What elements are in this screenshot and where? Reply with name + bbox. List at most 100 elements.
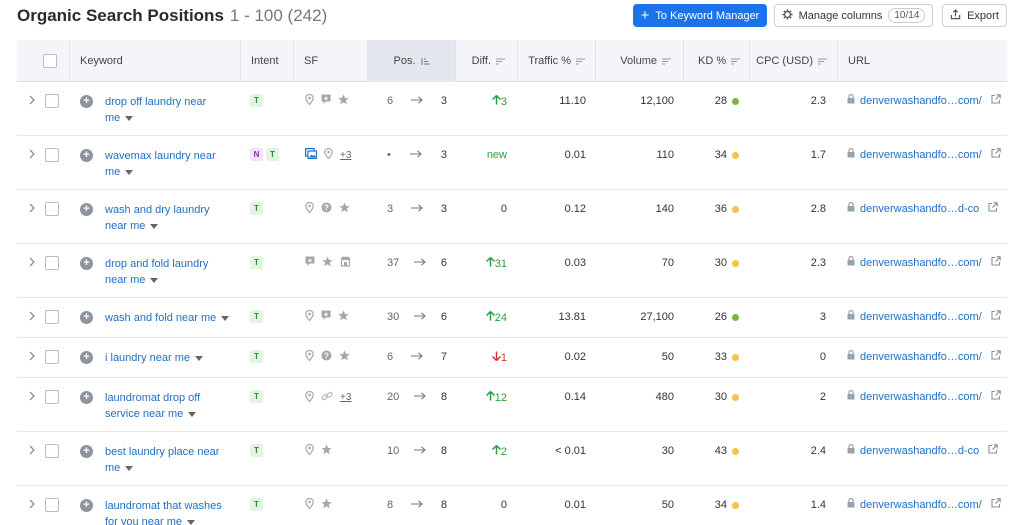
table-row[interactable]: + laundromat that washes for you near me T 8…: [17, 486, 1007, 525]
keyword-manager-label: To Keyword Manager: [655, 9, 760, 22]
table-row[interactable]: + wavemax laundry near me N T +3 • 3 new 0.01 110 3…: [17, 136, 1007, 190]
manage-columns-button[interactable]: Manage columns 10/14: [774, 4, 933, 27]
external-link-icon[interactable]: [991, 148, 1001, 161]
column-pos[interactable]: Pos.: [367, 40, 455, 82]
row-checkbox[interactable]: [45, 444, 59, 458]
keyword-link[interactable]: laundromat that washes for you near me: [105, 498, 233, 525]
keyword-link[interactable]: wash and fold near me: [105, 310, 233, 326]
column-sf[interactable]: SF: [293, 40, 367, 82]
keyword-line1: laundromat that washes: [105, 500, 222, 512]
url-link[interactable]: denverwashandfo…com/: [860, 390, 982, 403]
column-cpc[interactable]: CPC (USD): [749, 40, 837, 82]
table-row[interactable]: + wash and dry laundry near me T? 3 3 0 0.12 140…: [17, 190, 1007, 244]
external-link-icon[interactable]: [991, 498, 1001, 511]
external-link-icon[interactable]: [991, 390, 1001, 403]
chevron-right-icon[interactable]: [29, 498, 35, 512]
row-checkbox[interactable]: [45, 310, 59, 324]
table-row[interactable]: + drop and fold laundry near me T 37 6 31 0.03 7…: [17, 244, 1007, 298]
keyword-link[interactable]: drop and fold laundry near me: [105, 256, 233, 288]
select-all-checkbox[interactable]: [43, 54, 57, 68]
arrow-up-icon: [491, 94, 501, 108]
external-link-icon[interactable]: [991, 350, 1001, 363]
external-link-icon[interactable]: [991, 310, 1001, 323]
column-keyword[interactable]: Keyword: [69, 40, 240, 82]
add-keyword-icon[interactable]: +: [80, 95, 93, 108]
table-row[interactable]: + drop off laundry near me T 6 3 3 11.10 12,100 2…: [17, 82, 1007, 136]
chevron-down-icon[interactable]: [188, 411, 197, 417]
column-volume[interactable]: Volume: [595, 40, 683, 82]
url-link[interactable]: denverwashandfo…com/: [860, 310, 982, 323]
intent-badge: N: [250, 148, 263, 161]
column-traffic[interactable]: Traffic %: [517, 40, 595, 82]
column-intent[interactable]: Intent: [240, 40, 293, 82]
chevron-right-icon[interactable]: [29, 256, 35, 270]
keyword-link[interactable]: wash and dry laundry near me: [105, 202, 233, 234]
url-link[interactable]: denverwashandfo…com/: [860, 498, 982, 511]
row-checkbox[interactable]: [45, 390, 59, 404]
chevron-right-icon[interactable]: [29, 202, 35, 216]
sf-more-link[interactable]: +3: [340, 149, 352, 161]
kd-cell: 26: [685, 311, 739, 323]
url-link[interactable]: denverwashandfo…com/: [860, 148, 982, 161]
chevron-right-icon[interactable]: [29, 350, 35, 364]
url-link[interactable]: denverwashandfo…com/: [860, 350, 982, 363]
pos-from: 37: [387, 257, 400, 269]
keyword-link[interactable]: i laundry near me: [105, 350, 233, 366]
table-row[interactable]: + wash and fold near me T 30 6 24 13.81 27,100 2…: [17, 298, 1007, 338]
keyword-link[interactable]: laundromat drop off service near me: [105, 390, 233, 422]
add-keyword-icon[interactable]: +: [80, 351, 93, 364]
url-link[interactable]: denverwashandfo…com/: [860, 256, 982, 269]
url-link[interactable]: denverwashandfo…d-co: [860, 202, 980, 215]
row-checkbox[interactable]: [45, 350, 59, 364]
pin-icon: [324, 147, 333, 162]
add-keyword-icon[interactable]: +: [80, 203, 93, 216]
chevron-down-icon[interactable]: [125, 169, 134, 175]
row-checkbox[interactable]: [45, 94, 59, 108]
kd-value: 34: [714, 499, 727, 511]
chevron-down-icon[interactable]: [125, 115, 134, 121]
export-button[interactable]: Export: [942, 4, 1007, 27]
keyword-line1: wash and dry laundry: [105, 204, 210, 216]
row-checkbox[interactable]: [45, 202, 59, 216]
chevron-right-icon[interactable]: [29, 390, 35, 404]
sf-more-link[interactable]: +3: [340, 392, 352, 403]
row-checkbox[interactable]: [45, 148, 59, 162]
keyword-link[interactable]: drop off laundry near me: [105, 94, 233, 126]
column-diff[interactable]: Diff.: [455, 40, 517, 82]
chevron-down-icon[interactable]: [150, 277, 159, 283]
table-row[interactable]: + best laundry place near me T 10 8 2 < 0.01 30 4…: [17, 432, 1007, 486]
chevron-right-icon[interactable]: [29, 148, 35, 162]
chevron-down-icon[interactable]: [221, 315, 230, 321]
arrow-right-icon: [411, 351, 423, 363]
column-kd[interactable]: KD %: [683, 40, 749, 82]
volume-value: 50: [661, 351, 674, 363]
external-link-icon[interactable]: [988, 444, 998, 457]
chevron-down-icon[interactable]: [125, 465, 134, 471]
chevron-right-icon[interactable]: [29, 94, 35, 108]
add-keyword-icon[interactable]: +: [80, 445, 93, 458]
url-link[interactable]: denverwashandfo…d-co: [860, 444, 980, 457]
chevron-down-icon[interactable]: [187, 519, 196, 525]
chevron-down-icon[interactable]: [150, 223, 159, 229]
chevron-right-icon[interactable]: [29, 310, 35, 324]
chevron-right-icon[interactable]: [29, 444, 35, 458]
column-url[interactable]: URL: [837, 40, 1007, 82]
add-keyword-icon[interactable]: +: [80, 391, 93, 404]
external-link-icon[interactable]: [991, 94, 1001, 107]
url-link[interactable]: denverwashandfo…com/: [860, 94, 982, 107]
keyword-link[interactable]: best laundry place near me: [105, 444, 233, 476]
table-row[interactable]: + laundromat drop off service near me T +3 20…: [17, 378, 1007, 432]
page-header: Organic Search Positions 1 - 100 (242) + …: [17, 0, 1012, 36]
table-row[interactable]: + i laundry near me T? 6 7 1 0.02 50 33 0 denverwa…: [17, 338, 1007, 378]
add-keyword-icon[interactable]: +: [80, 311, 93, 324]
external-link-icon[interactable]: [988, 202, 998, 215]
add-keyword-icon[interactable]: +: [80, 149, 93, 162]
row-checkbox[interactable]: [45, 498, 59, 512]
add-keyword-icon[interactable]: +: [80, 499, 93, 512]
row-checkbox[interactable]: [45, 256, 59, 270]
to-keyword-manager-button[interactable]: + To Keyword Manager: [633, 4, 767, 27]
chevron-down-icon[interactable]: [195, 355, 203, 361]
keyword-link[interactable]: wavemax laundry near me: [105, 148, 233, 180]
external-link-icon[interactable]: [991, 256, 1001, 269]
add-keyword-icon[interactable]: +: [80, 257, 93, 270]
